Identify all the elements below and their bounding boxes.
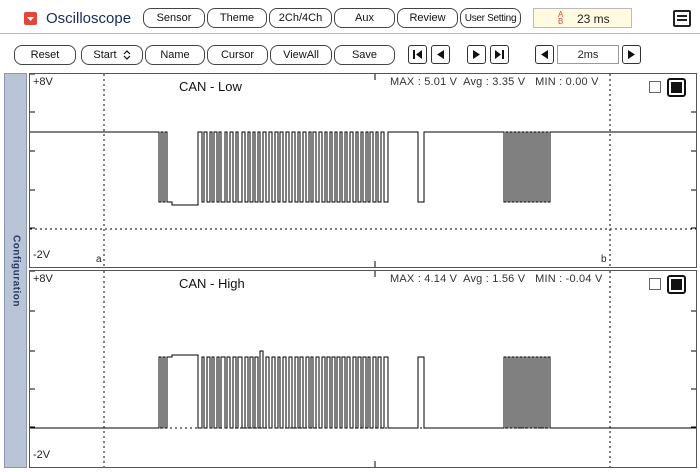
menu-icon[interactable] <box>673 10 691 27</box>
max-value-2: 4.14 V <box>424 273 458 285</box>
y-min-label-1: -2V <box>33 249 51 261</box>
stepper-icon <box>123 50 131 60</box>
name-button[interactable]: Name <box>145 45 205 65</box>
arrow-right-icon <box>628 50 635 59</box>
expand-icon-2 <box>671 279 682 290</box>
min-value-1: 0.00 V <box>565 76 599 88</box>
waveform-plot-1 <box>30 74 696 267</box>
y-max-label-1: +8V <box>33 76 53 88</box>
channel-panel-1: +8V -2V a b CAN - Low MAX : 5.01 V Avg :… <box>29 73 697 268</box>
step-forward-button[interactable] <box>467 45 486 64</box>
max-label-2: MAX <box>390 273 415 285</box>
step-back-button[interactable] <box>431 45 450 64</box>
can-low-trace <box>30 131 696 206</box>
step-back-icon <box>437 50 444 59</box>
skip-first-button[interactable] <box>408 45 427 64</box>
tab-theme[interactable]: Theme <box>207 8 267 28</box>
channel-checkbox-1[interactable] <box>649 81 661 93</box>
max-value-1: 5.01 V <box>424 76 458 88</box>
avg-label-1: Avg <box>463 76 483 88</box>
avg-value-1: 3.35 V <box>492 76 526 88</box>
app-title: Oscilloscope <box>46 10 132 27</box>
save-button[interactable]: Save <box>334 45 395 65</box>
stats-2: MAX : 4.14 V Avg : 1.56 V MIN : -0.04 V <box>390 273 603 285</box>
channel-checkbox-2[interactable] <box>649 278 661 290</box>
viewall-button[interactable]: ViewAll <box>270 45 332 65</box>
waveform-plot-2 <box>30 271 696 467</box>
max-label-1: MAX <box>390 76 415 88</box>
channel-expand-button-1[interactable] <box>667 78 686 97</box>
channel-expand-button-2[interactable] <box>667 275 686 294</box>
skip-last-button[interactable] <box>490 45 509 64</box>
y-max-label-2: +8V <box>33 273 53 285</box>
y-min-label-2: -2V <box>33 449 51 461</box>
channel-title-1: CAN - Low <box>179 79 242 94</box>
channel-title-2: CAN - High <box>179 276 245 291</box>
app-logo-icon[interactable] <box>24 12 37 25</box>
cursor-a-label[interactable]: a <box>96 254 102 265</box>
min-label-2: MIN <box>535 273 556 285</box>
channel-panel-2: +8V -2V CAN - High MAX : 4.14 V Avg : 1.… <box>29 270 697 468</box>
timebase-decrease-button[interactable] <box>535 45 554 64</box>
avg-label-2: Avg <box>463 273 483 285</box>
tab-review[interactable]: Review <box>397 8 458 28</box>
start-label: Start <box>93 49 117 61</box>
start-button[interactable]: Start <box>81 45 143 65</box>
min-label-1: MIN <box>535 76 556 88</box>
expand-icon-1 <box>671 82 682 93</box>
arrow-left-icon <box>541 50 548 59</box>
time-value: 23 ms <box>577 12 610 26</box>
skip-last-icon <box>495 50 504 59</box>
configuration-sidebar[interactable]: Configuration <box>4 73 27 468</box>
tab-sensor[interactable]: Sensor <box>143 8 205 28</box>
step-forward-icon <box>473 50 480 59</box>
cursor-button[interactable]: Cursor <box>207 45 268 65</box>
tab-user-setting[interactable]: User Setting <box>460 8 521 28</box>
cursor-b-label[interactable]: b <box>601 254 607 265</box>
tab-aux[interactable]: Aux <box>334 8 395 28</box>
timebase-value: 2ms <box>557 45 619 64</box>
min-value-2: -0.04 V <box>565 273 603 285</box>
skip-first-icon <box>413 50 422 59</box>
configuration-label: Configuration <box>10 234 21 307</box>
can-high-trace <box>30 350 696 429</box>
tab-2ch-4ch[interactable]: 2Ch/4Ch <box>269 8 332 28</box>
stats-1: MAX : 5.01 V Avg : 3.35 V MIN : 0.00 V <box>390 76 599 88</box>
timebase-increase-button[interactable] <box>622 45 641 64</box>
header-divider <box>0 33 700 34</box>
avg-value-2: 1.56 V <box>492 273 526 285</box>
reset-button[interactable]: Reset <box>14 45 76 65</box>
